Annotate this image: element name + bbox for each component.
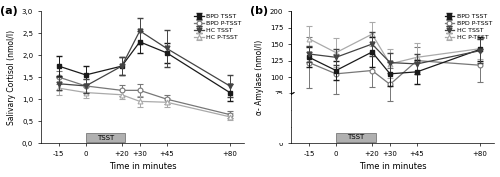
FancyBboxPatch shape: [336, 133, 376, 142]
Bar: [260, 94, 291, 143]
X-axis label: Time in minutes: Time in minutes: [359, 162, 426, 172]
Y-axis label: α- Amylase (nmol/l): α- Amylase (nmol/l): [256, 39, 264, 115]
Text: TSST: TSST: [97, 135, 114, 141]
Text: TSST: TSST: [347, 134, 364, 140]
Legend: BPD TSST, BPD P-TSST, HC TSST, HC P-TSST: BPD TSST, BPD P-TSST, HC TSST, HC P-TSST: [193, 12, 243, 41]
FancyBboxPatch shape: [86, 133, 126, 142]
Text: (b): (b): [250, 6, 268, 16]
Text: (a): (a): [0, 6, 18, 16]
Legend: BPD TSST, BPD P-TSST, HC TSST, HC P-TSST: BPD TSST, BPD P-TSST, HC TSST, HC P-TSST: [444, 12, 493, 41]
Y-axis label: Salivary Cortisol (nmol/l): Salivary Cortisol (nmol/l): [8, 30, 16, 125]
X-axis label: Time in minutes: Time in minutes: [108, 162, 176, 172]
